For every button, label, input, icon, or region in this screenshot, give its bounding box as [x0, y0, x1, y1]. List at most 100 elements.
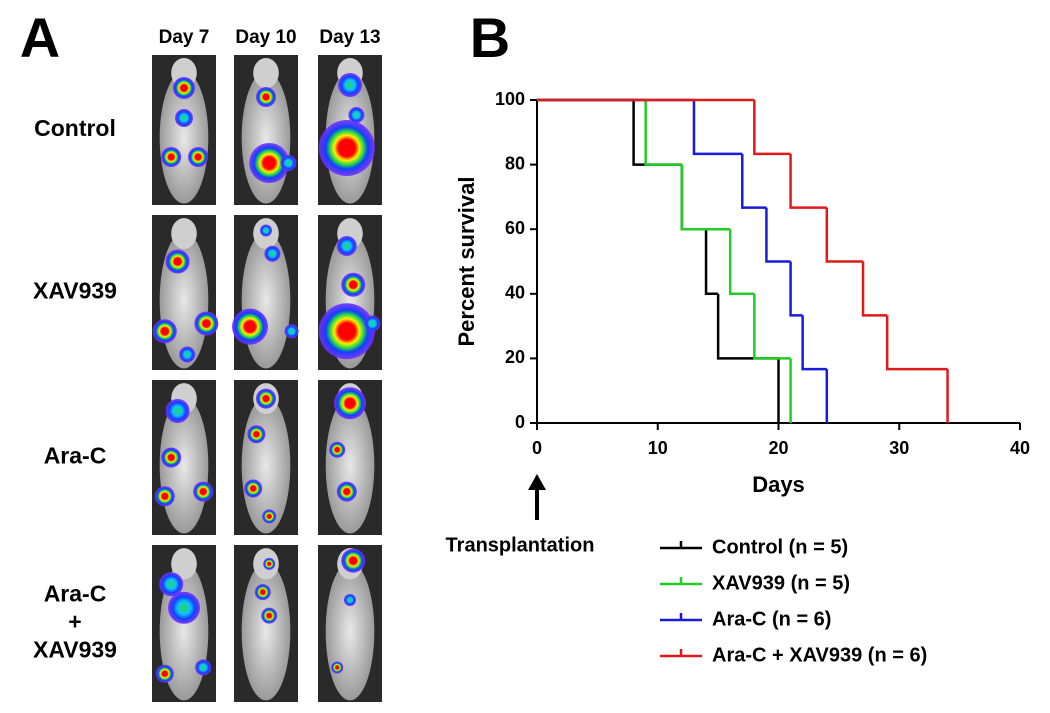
mouse-image — [232, 215, 299, 370]
mouse-head — [171, 548, 197, 580]
y-tick-label: 0 — [515, 412, 525, 432]
survival-step — [753, 293, 791, 360]
survival-step — [680, 164, 707, 231]
signal — [318, 120, 375, 176]
column-header: Day 10 — [235, 27, 296, 48]
signal — [263, 557, 276, 570]
signal — [254, 584, 271, 601]
row-label: + — [68, 609, 81, 635]
survival-step — [789, 153, 827, 209]
signal — [341, 272, 366, 297]
arrow-head — [528, 474, 546, 490]
signal — [318, 303, 375, 360]
mouse-body — [325, 397, 375, 534]
mouse-head — [253, 58, 279, 88]
mouse-image — [318, 380, 382, 535]
mouse-image — [234, 55, 298, 205]
y-tick-label: 80 — [505, 153, 525, 173]
signal — [179, 346, 196, 363]
signal — [155, 664, 174, 683]
mouse-body — [325, 562, 375, 701]
x-tick-label: 20 — [768, 438, 788, 458]
signal — [264, 245, 281, 262]
survival-step — [716, 293, 779, 360]
signal — [336, 236, 357, 256]
mouse-image — [234, 545, 298, 702]
signal — [260, 224, 272, 237]
row-label: Ara-C — [44, 581, 107, 607]
survival-step — [680, 164, 731, 231]
survival-step — [801, 315, 827, 371]
signal — [280, 155, 297, 171]
survival-step — [632, 100, 682, 166]
x-tick-label: 40 — [1010, 438, 1030, 458]
signal — [334, 387, 366, 420]
x-tick-label: 0 — [532, 438, 542, 458]
signal — [261, 607, 278, 624]
signal — [168, 591, 200, 624]
survival-step — [741, 153, 767, 209]
legend-label: Control (n = 5) — [712, 536, 848, 558]
row-label: Ara-C — [44, 443, 107, 469]
row-label: Control — [34, 115, 116, 141]
signal — [152, 319, 177, 344]
signal — [249, 143, 290, 183]
x-axis-label: Days — [752, 472, 805, 497]
signal — [247, 425, 266, 444]
x-tick-label: 10 — [648, 438, 668, 458]
signal — [344, 593, 356, 606]
signal — [331, 661, 344, 674]
signal — [338, 73, 362, 97]
mouse-image — [318, 545, 382, 702]
y-tick-label: 40 — [505, 283, 525, 303]
signal — [348, 107, 365, 123]
signal — [336, 481, 357, 502]
signal — [154, 486, 175, 507]
column-header: Day 7 — [159, 27, 210, 48]
signal — [256, 388, 276, 409]
survival-step — [825, 207, 864, 263]
mouse-image — [152, 215, 219, 370]
survival-step — [765, 207, 791, 263]
mouse-body — [241, 562, 291, 701]
signal — [161, 447, 182, 468]
legend-label: Ara-C (n = 6) — [712, 608, 831, 630]
survival-step — [644, 100, 682, 166]
mouse-image — [152, 55, 216, 205]
legend-label: XAV939 (n = 5) — [712, 572, 850, 594]
signal — [173, 77, 195, 99]
survival-step — [861, 261, 888, 317]
y-tick-label: 60 — [505, 218, 525, 238]
signal — [195, 659, 212, 676]
signal — [161, 147, 182, 167]
signal — [364, 315, 381, 332]
survival-step — [753, 100, 791, 156]
signal — [188, 147, 209, 167]
signal — [193, 481, 214, 502]
panel-label: B — [470, 6, 510, 69]
mouse-image — [152, 380, 216, 535]
signal — [194, 311, 219, 336]
mouse-image — [318, 55, 382, 205]
survival-step — [789, 261, 803, 317]
signal — [256, 87, 276, 107]
annotation: Transplantation — [446, 534, 595, 556]
mouse-head — [171, 218, 197, 250]
x-tick-label: 30 — [889, 438, 909, 458]
signal — [262, 509, 277, 524]
row-label: XAV939 — [33, 637, 117, 663]
signal — [341, 548, 366, 573]
signal — [175, 109, 193, 127]
mouse-image — [234, 380, 298, 535]
panel-label: A — [20, 6, 60, 69]
survival-step — [704, 229, 719, 296]
signal — [159, 572, 184, 597]
signal — [329, 441, 346, 458]
survival-step — [692, 100, 743, 156]
survival-step — [728, 229, 755, 296]
mouse-image — [152, 545, 216, 702]
signal — [165, 249, 190, 274]
y-tick-label: 20 — [505, 347, 525, 367]
signal — [165, 399, 190, 423]
